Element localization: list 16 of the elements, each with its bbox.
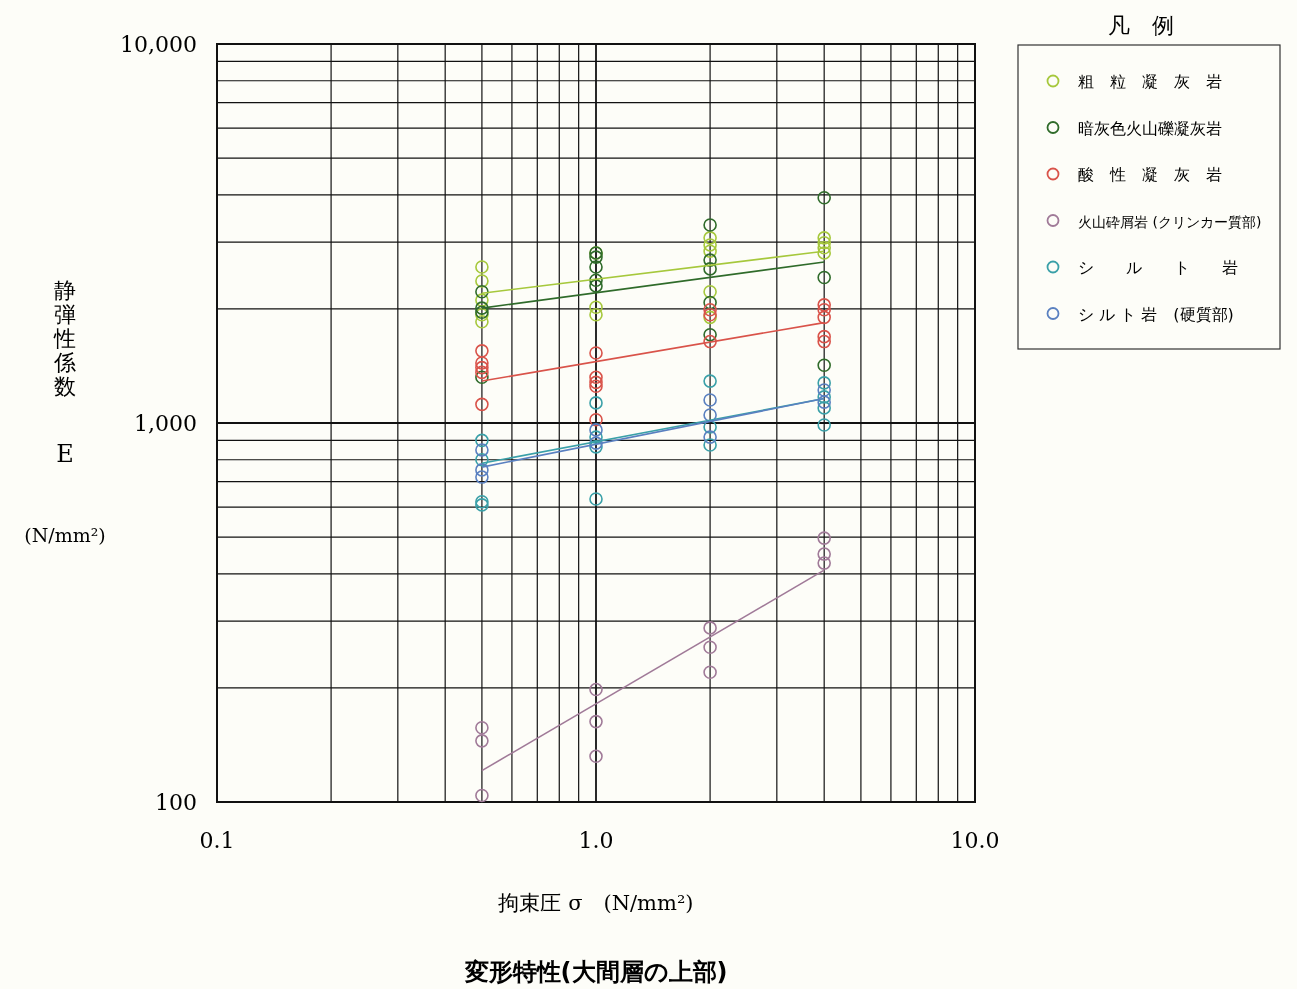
legend-label: 酸 性 凝 灰 岩: [1078, 165, 1222, 184]
text: 変形特性(大間層の上部): [463, 958, 728, 986]
legend-label: 火山砕屑岩 (クリンカー質部): [1078, 213, 1262, 230]
legend-label: シ ル ト 岩 (硬質部): [1078, 304, 1234, 324]
text: 静弾性係数 E (N/mm²): [24, 278, 106, 546]
y-tick-label: 1,000: [134, 411, 197, 436]
x-axis-title: 拘束圧 σ (N/mm²): [498, 891, 694, 915]
legend-label: 暗灰色火山礫凝灰岩: [1078, 118, 1222, 138]
x-tick-label: 1.0: [578, 828, 614, 853]
x-tick-label: 0.1: [199, 828, 235, 853]
y-tick-label: 10,000: [120, 32, 197, 57]
legend-label: シ ル ト 岩: [1078, 258, 1238, 277]
x-tick-label: 10.0: [950, 828, 1000, 853]
legend-title: 凡 例: [1108, 13, 1174, 38]
legend-label: 粗 粒 凝 灰 岩: [1078, 72, 1222, 91]
y-tick-label: 100: [155, 790, 197, 815]
